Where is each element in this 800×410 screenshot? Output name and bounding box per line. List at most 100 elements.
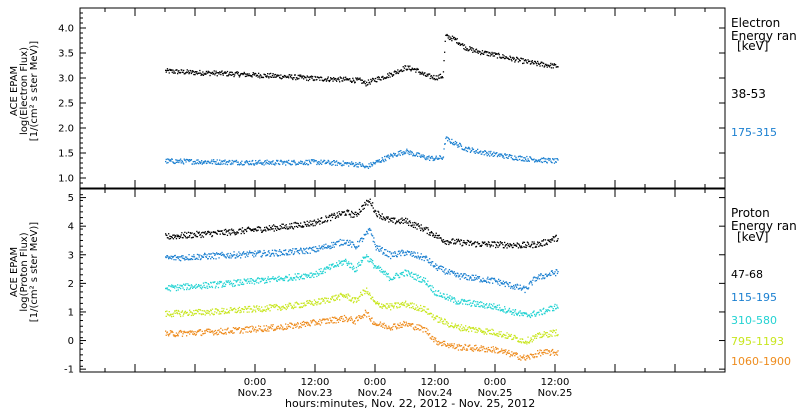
data-point	[237, 307, 239, 310]
data-point	[382, 158, 384, 161]
data-point	[502, 310, 504, 312]
data-point	[412, 155, 414, 157]
data-point	[483, 305, 485, 307]
data-point	[490, 333, 493, 335]
data-point	[389, 328, 391, 330]
data-point	[268, 250, 270, 252]
data-point	[520, 247, 522, 249]
data-point	[267, 163, 269, 165]
data-point	[447, 34, 449, 37]
data-point	[514, 309, 517, 311]
data-point	[491, 351, 493, 353]
data-point	[199, 69, 201, 72]
data-point	[489, 152, 491, 154]
data-point	[324, 221, 326, 223]
data-point	[342, 260, 344, 262]
data-point	[474, 331, 476, 333]
data-point	[166, 310, 168, 312]
data-point	[327, 245, 329, 247]
data-point	[249, 282, 251, 284]
data-point	[278, 275, 280, 278]
data-point	[172, 286, 175, 288]
data-point	[219, 71, 221, 74]
data-point	[352, 79, 355, 81]
data-point	[413, 68, 415, 71]
data-point	[459, 278, 461, 280]
data-point	[477, 241, 479, 243]
data-point	[217, 281, 219, 283]
data-point	[293, 159, 295, 162]
data-point	[285, 275, 287, 278]
data-point	[232, 327, 235, 329]
data-point	[264, 328, 266, 330]
data-point	[268, 73, 271, 75]
data-point	[486, 51, 488, 53]
data-point	[244, 253, 246, 255]
data-point	[359, 162, 361, 164]
data-point	[329, 247, 331, 250]
data-point	[224, 285, 226, 287]
data-point	[437, 344, 439, 346]
data-point	[507, 310, 509, 313]
data-point	[492, 305, 494, 307]
data-point	[386, 216, 388, 218]
data-point	[424, 72, 426, 74]
series-310-580	[165, 254, 559, 319]
data-point	[350, 216, 352, 218]
data-point	[516, 352, 518, 355]
data-point	[244, 256, 247, 258]
data-point	[338, 79, 340, 81]
data-point	[168, 311, 170, 313]
data-point	[175, 236, 177, 238]
data-point	[235, 233, 238, 235]
data-point	[213, 159, 215, 161]
data-point	[514, 353, 517, 355]
data-point	[405, 321, 407, 323]
data-point	[490, 346, 493, 349]
data-point	[549, 310, 551, 312]
data-point	[194, 312, 196, 315]
data-point	[324, 267, 326, 269]
data-point	[516, 314, 518, 316]
data-point	[252, 310, 254, 313]
data-point	[267, 307, 269, 309]
data-point	[288, 302, 290, 304]
data-point	[252, 74, 254, 76]
data-point	[442, 296, 444, 298]
data-point	[331, 319, 333, 322]
data-point	[174, 254, 176, 257]
data-point	[244, 73, 246, 75]
data-point	[209, 314, 211, 316]
data-point	[491, 153, 493, 155]
data-point	[536, 243, 538, 246]
data-point	[365, 311, 367, 313]
data-point	[239, 281, 241, 283]
data-point	[449, 36, 451, 38]
data-point	[267, 308, 269, 311]
data-point	[524, 342, 526, 344]
x-tick-time-label: 0:00	[484, 377, 506, 388]
data-point	[529, 341, 531, 343]
data-point	[496, 352, 499, 354]
data-point	[192, 333, 194, 335]
data-point	[303, 278, 305, 280]
data-point	[445, 137, 447, 140]
data-point	[231, 282, 233, 284]
data-point	[474, 328, 476, 330]
data-point	[393, 252, 395, 254]
data-point	[236, 329, 238, 331]
data-point	[288, 279, 290, 281]
data-point	[311, 77, 313, 79]
data-point	[409, 273, 411, 276]
data-point	[184, 73, 186, 75]
data-point	[375, 323, 377, 325]
data-point	[487, 276, 489, 278]
data-point	[263, 325, 265, 327]
data-point	[226, 70, 229, 73]
data-point	[498, 54, 500, 56]
data-point	[428, 262, 430, 264]
data-point	[211, 163, 214, 165]
data-point	[267, 229, 269, 231]
data-point	[440, 76, 442, 78]
data-point	[490, 244, 493, 246]
